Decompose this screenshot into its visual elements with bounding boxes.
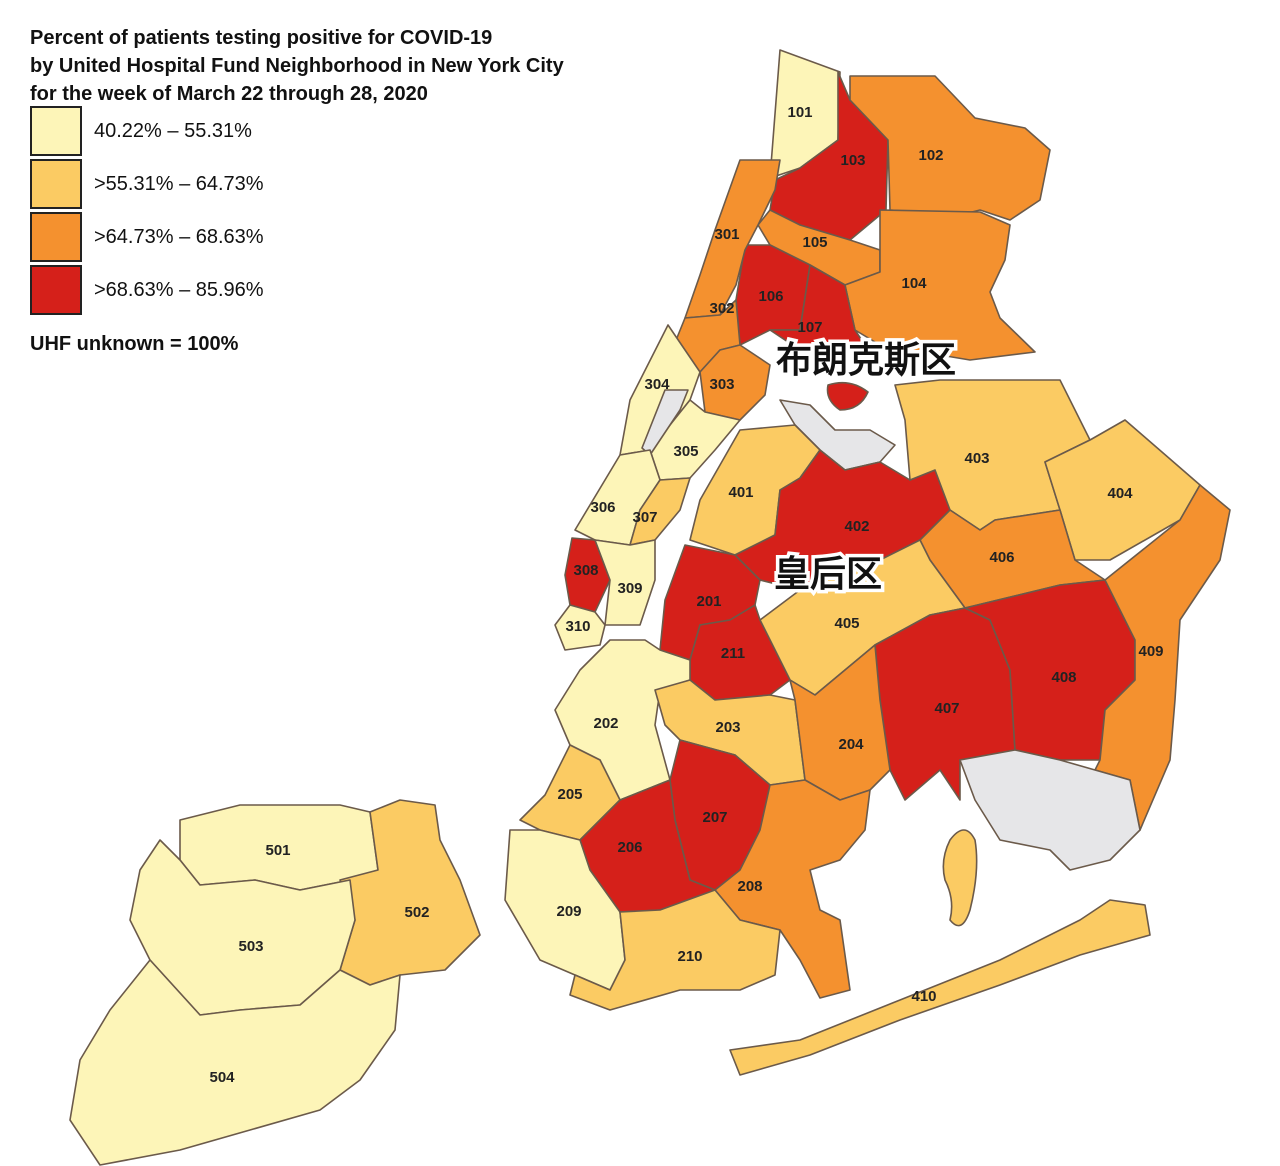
borough-label-queens: 皇后区 (774, 554, 882, 595)
uhf-region (769, 264, 866, 356)
uhf-label-204: 204 (838, 736, 864, 753)
legend-swatch (30, 106, 82, 156)
uhf-label-504: 504 (209, 1069, 235, 1086)
uhf-label-207: 207 (702, 809, 727, 826)
legend-item: >64.73% – 68.63% (30, 212, 350, 264)
uhf-region (684, 159, 781, 319)
legend-label: 40.22% – 55.31% (94, 120, 252, 142)
uhf-label-202: 202 (593, 715, 618, 732)
uhf-label-402: 402 (844, 518, 869, 535)
title-line: by United Hospital Fund Neighborhood in … (30, 55, 564, 77)
legend-swatch (30, 212, 82, 262)
legend-label: >55.31% – 64.73% (94, 173, 264, 195)
uhf-label-107: 107 (797, 319, 822, 336)
uhf-label-408: 408 (1051, 669, 1076, 686)
uhf-region (714, 779, 871, 999)
legend-item: >55.31% – 64.73% (30, 159, 350, 211)
uhf-label-211: 211 (721, 645, 745, 662)
uhf-region (942, 829, 978, 927)
uhf-region (849, 75, 1051, 221)
uhf-label-409: 409 (1138, 643, 1163, 660)
uhf-region (729, 899, 1151, 1076)
uhf-region (554, 639, 691, 801)
legend-item: 40.22% – 55.31% (30, 106, 350, 158)
uhf-label-306: 306 (590, 499, 615, 516)
title-line: for the week of March 22 through 28, 202… (30, 83, 428, 105)
uhf-region (594, 539, 656, 626)
uhf-label-206: 206 (617, 839, 642, 856)
uhf-label-103: 103 (840, 152, 865, 169)
uhf-label-503: 503 (238, 938, 263, 955)
uhf-label-309: 309 (617, 580, 642, 597)
uhf-region (826, 381, 869, 411)
uhf-region (69, 959, 401, 1166)
uhf-label-405: 405 (834, 615, 859, 632)
uhf-label-404: 404 (1107, 485, 1133, 502)
uhf-label-407: 407 (934, 700, 959, 717)
uhf-label-104: 104 (901, 275, 927, 292)
uhf-label-502: 502 (404, 904, 429, 921)
uhf-label-410: 410 (911, 988, 936, 1005)
uhf-label-501: 501 (265, 842, 290, 859)
uhf-label-210: 210 (677, 948, 702, 965)
uhf-region (569, 889, 781, 1011)
borough-label-bronx: 布朗克斯区 (776, 340, 956, 381)
uhf-label-208: 208 (737, 878, 762, 895)
uhf-region (789, 644, 891, 801)
unknown-note: UHF unknown = 100% (30, 333, 239, 355)
uhf-label-310: 310 (565, 618, 590, 635)
uhf-label-201: 201 (696, 593, 721, 610)
uhf-label-105: 105 (802, 234, 827, 251)
title-line: Percent of patients testing positive for… (30, 27, 493, 49)
legend-label: >64.73% – 68.63% (94, 226, 264, 248)
uhf-label-302: 302 (709, 300, 734, 317)
uhf-label-205: 205 (557, 786, 582, 803)
uhf-label-304: 304 (644, 376, 670, 393)
uhf-label-203: 203 (715, 719, 740, 736)
uhf-label-102: 102 (918, 147, 943, 164)
uhf-region (959, 749, 1141, 871)
uhf-label-101: 101 (787, 104, 812, 121)
uhf-label-301: 301 (714, 226, 739, 243)
uhf-label-401: 401 (728, 484, 753, 501)
uhf-label-106: 106 (758, 288, 783, 305)
legend-label: >68.63% – 85.96% (94, 279, 264, 301)
uhf-label-303: 303 (709, 376, 734, 393)
uhf-region (844, 209, 1036, 361)
map-title: Percent of patients testing positive for… (30, 24, 564, 108)
uhf-region (554, 604, 606, 651)
uhf-label-209: 209 (556, 903, 581, 920)
uhf-region (641, 389, 689, 456)
uhf-label-307: 307 (632, 509, 657, 526)
legend-item: >68.63% – 85.96% (30, 265, 350, 317)
legend-swatch (30, 265, 82, 315)
uhf-region (1094, 484, 1231, 831)
legend-swatch (30, 159, 82, 209)
uhf-label-308: 308 (573, 562, 598, 579)
uhf-label-305: 305 (673, 443, 698, 460)
uhf-label-406: 406 (989, 549, 1014, 566)
uhf-label-403: 403 (964, 450, 989, 467)
